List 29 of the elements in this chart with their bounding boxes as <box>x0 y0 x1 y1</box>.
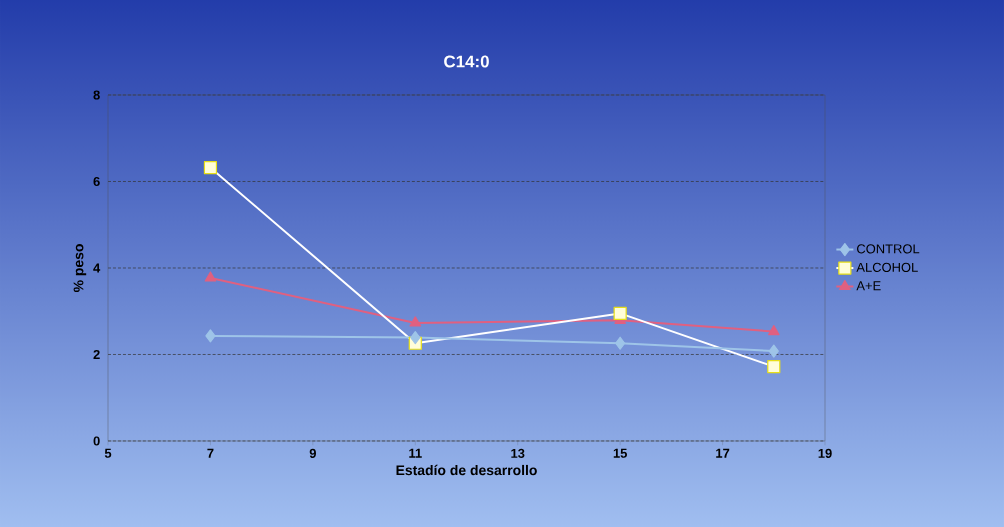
y-tick-label: 6 <box>93 176 100 187</box>
point <box>410 331 421 345</box>
x-tick-label: 11 <box>409 448 422 458</box>
y-tick-label: 4 <box>93 263 101 273</box>
x-tick-label: 7 <box>207 448 214 458</box>
point <box>768 324 780 336</box>
point <box>768 344 779 358</box>
x-tick-label: 13 <box>511 448 525 458</box>
point <box>767 359 781 374</box>
legend-label: ALCOHOL <box>856 262 918 272</box>
legend-label: CONTROL <box>857 244 920 254</box>
point <box>409 316 422 327</box>
chart-title: C14:0 <box>444 55 489 68</box>
x-tick-label: 15 <box>613 448 627 458</box>
point <box>613 306 627 320</box>
legend-label: A+E <box>856 281 881 291</box>
y-axis-title: % peso <box>73 244 87 293</box>
x-tick-label: 9 <box>309 448 316 458</box>
x-tick-label: 19 <box>818 448 832 458</box>
point <box>204 271 217 282</box>
point <box>205 329 216 343</box>
point <box>615 336 626 350</box>
y-tick-label: 2 <box>93 349 100 360</box>
point <box>203 161 218 175</box>
y-tick-label: 8 <box>93 90 100 100</box>
y-tick-label: 0 <box>93 436 100 446</box>
x-tick-label: 5 <box>104 448 112 458</box>
x-axis-title: Estadío de desarrollo <box>396 464 537 476</box>
x-tick-label: 17 <box>716 448 730 458</box>
